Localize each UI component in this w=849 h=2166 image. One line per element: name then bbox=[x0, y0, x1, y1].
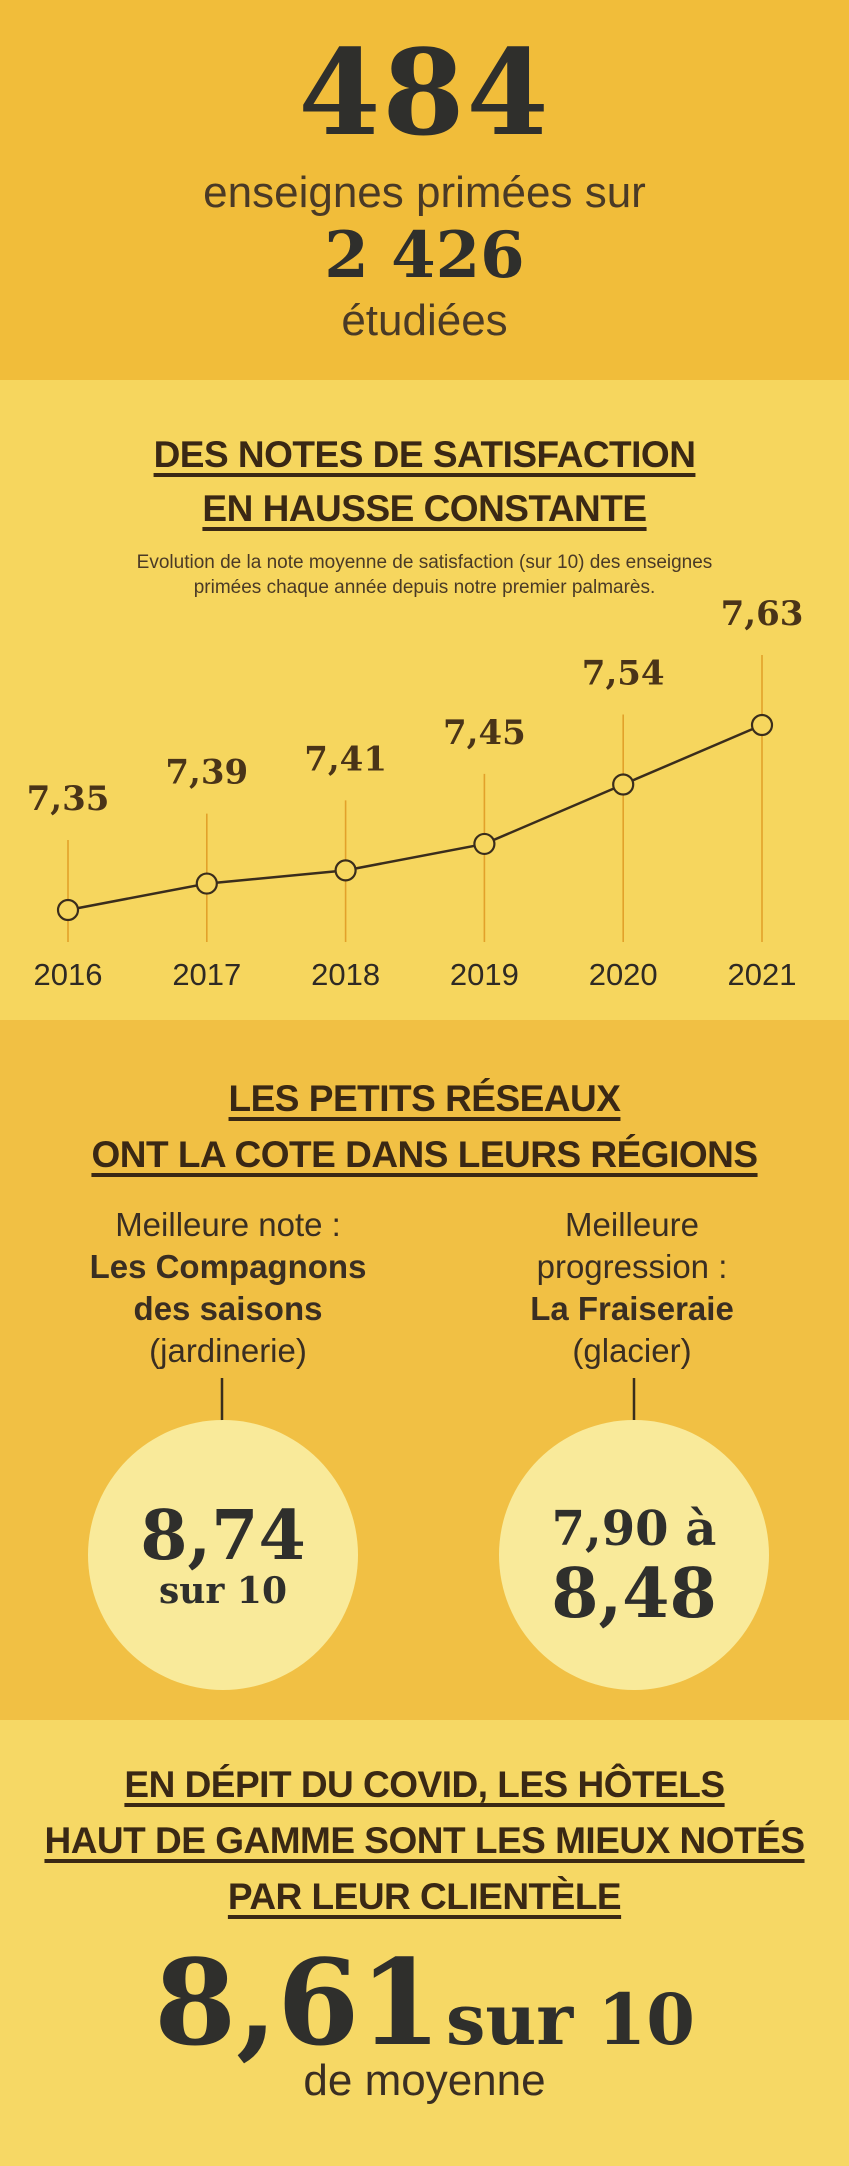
x-tick-label: 2020 bbox=[589, 957, 658, 992]
best-score-name-2: des saisons bbox=[133, 1290, 323, 1327]
hotels-caption: de moyenne bbox=[303, 2056, 546, 2105]
value-label: 7,63 bbox=[721, 594, 804, 634]
hotels-title-1: EN DÉPIT DU COVID, LES HÔTELS bbox=[0, 1758, 849, 1812]
satisfaction-title-line2: EN HAUSSE CONSTANTE bbox=[202, 488, 647, 529]
reseaux-title-1: LES PETITS RÉSEAUX bbox=[0, 1072, 849, 1126]
satisfaction-subtitle-1: Evolution de la note moyenne de satisfac… bbox=[136, 552, 713, 573]
best-progress-label-1: Meilleure bbox=[565, 1206, 699, 1243]
value-label: 7,41 bbox=[304, 739, 387, 779]
series-line bbox=[67, 723, 763, 912]
hotels-title-line2: HAUT DE GAMME SONT LES MIEUX NOTÉS bbox=[44, 1820, 805, 1861]
best-score-unit: sur 10 bbox=[158, 1570, 288, 1612]
x-tick-label: 2021 bbox=[728, 957, 797, 992]
best-progress-category: (glacier) bbox=[572, 1332, 692, 1369]
reseaux-title-2: ONT LA COTE DANS LEURS RÉGIONS bbox=[0, 1128, 849, 1182]
x-tick-label: 2018 bbox=[311, 957, 380, 992]
data-point bbox=[56, 898, 80, 922]
hotels-section: EN DÉPIT DU COVID, LES HÔTELS HAUT DE GA… bbox=[0, 1720, 849, 2166]
data-point bbox=[612, 773, 635, 796]
reseaux-title-line1: LES PETITS RÉSEAUX bbox=[228, 1078, 621, 1119]
value-label: 7,45 bbox=[443, 713, 526, 753]
value-label: 7,54 bbox=[582, 653, 665, 693]
data-point bbox=[473, 832, 496, 856]
satisfaction-title-line1: DES NOTES DE SATISFACTION bbox=[153, 434, 696, 475]
value-label: 7,35 bbox=[27, 779, 110, 819]
hotels-title-line1: EN DÉPIT DU COVID, LES HÔTELS bbox=[124, 1764, 725, 1805]
best-progress-name: La Fraiseraie bbox=[530, 1290, 734, 1327]
petits-reseaux-section: LES PETITS RÉSEAUX ONT LA COTE DANS LEUR… bbox=[0, 1020, 849, 1720]
x-tick-label: 2019 bbox=[450, 957, 519, 992]
count-etudiees: 2 426 bbox=[324, 218, 525, 293]
best-score-circle: 8,74 sur 10 bbox=[88, 1420, 358, 1690]
satisfaction-line-chart: 7,35 7,39 7,41 7,45 7,54 7,63 2016 2017 2018 2019… bbox=[27, 594, 804, 992]
best-progress-circle: 7,90 à 8,48 bbox=[499, 1420, 769, 1690]
hotels-title-3: PAR LEUR CLIENTÈLE bbox=[0, 1870, 849, 1924]
hotels-score-line: 8,61 sur 10 bbox=[0, 1938, 849, 2105]
primees-caption: enseignes primées sur bbox=[203, 168, 646, 217]
satisfaction-subtitle-2: primées chaque année depuis notre premie… bbox=[193, 577, 656, 598]
hotels-score-unit: sur 10 bbox=[445, 1978, 695, 2061]
best-score-value: 8,74 bbox=[140, 1496, 306, 1576]
best-score-label: Meilleure note : bbox=[115, 1206, 341, 1243]
hotels-title-line3: PAR LEUR CLIENTÈLE bbox=[227, 1876, 622, 1917]
best-progress-from: 7,90 à bbox=[551, 1501, 717, 1557]
hotels-title-2: HAUT DE GAMME SONT LES MIEUX NOTÉS bbox=[0, 1814, 849, 1868]
headline-section: 484 enseignes primées sur 2 426 étudiées bbox=[0, 0, 849, 380]
value-label: 7,39 bbox=[165, 753, 248, 793]
best-score-category: (jardinerie) bbox=[149, 1332, 307, 1369]
etudiees-caption: étudiées bbox=[341, 296, 508, 345]
x-tick-label: 2017 bbox=[172, 957, 241, 992]
hotels-score: 8,61 bbox=[154, 1933, 442, 2072]
best-progress-to: 8,48 bbox=[551, 1554, 717, 1634]
data-point bbox=[750, 713, 774, 737]
x-tick-label: 2016 bbox=[34, 957, 103, 992]
data-point bbox=[334, 859, 357, 882]
best-progress-block: Meilleure progression : La Fraiseraie (g… bbox=[462, 1204, 802, 1372]
reseaux-title-line2: ONT LA COTE DANS LEURS RÉGIONS bbox=[91, 1134, 758, 1175]
satisfaction-title-1: DES NOTES DE SATISFACTION bbox=[0, 428, 849, 482]
best-progress-label-2: progression : bbox=[536, 1248, 728, 1285]
satisfaction-section: DES NOTES DE SATISFACTION EN HAUSSE CONS… bbox=[0, 380, 849, 1020]
data-point bbox=[195, 872, 218, 895]
count-primees: 484 bbox=[298, 23, 551, 162]
best-score-name-1: Les Compagnons bbox=[89, 1248, 367, 1285]
satisfaction-title-2: EN HAUSSE CONSTANTE bbox=[0, 482, 849, 536]
best-score-block: Meilleure note : Les Compagnons des sais… bbox=[58, 1204, 398, 1372]
